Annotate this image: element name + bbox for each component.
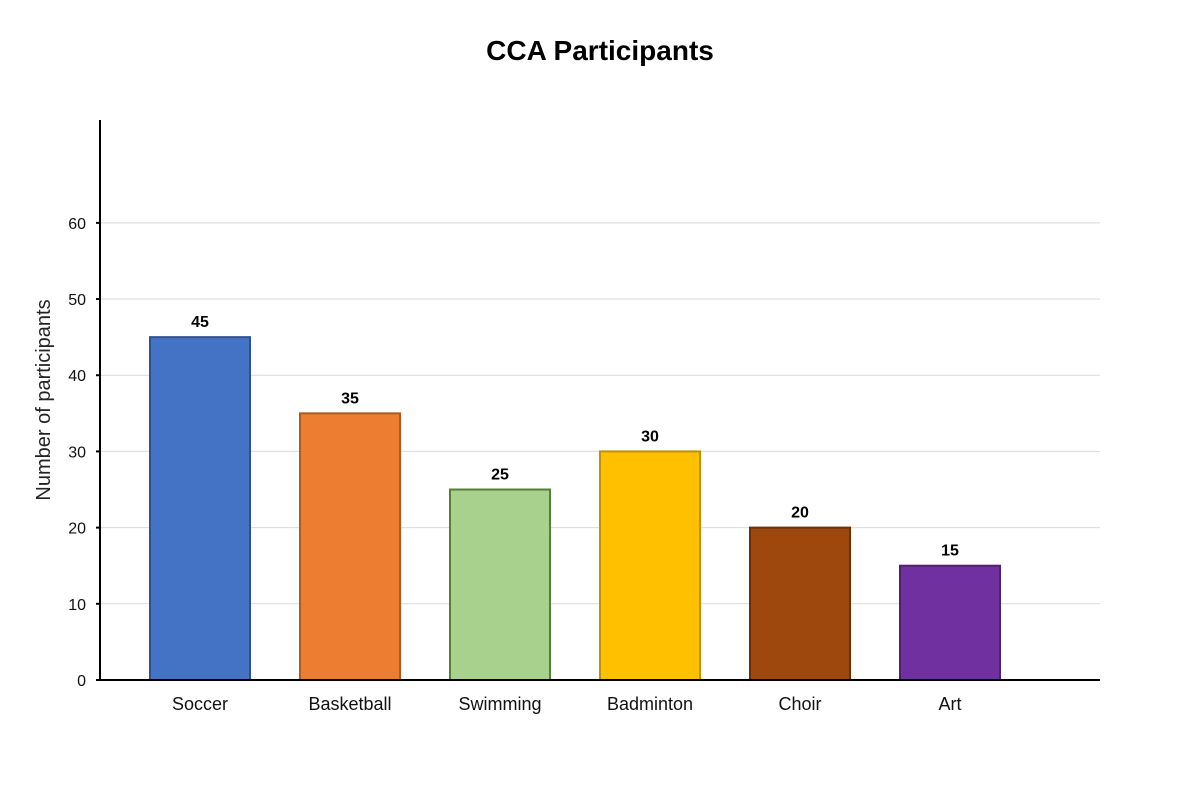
y-tick-label: 20 [68, 521, 86, 538]
value-label: 25 [491, 467, 509, 484]
bar-art [899, 564, 1001, 682]
value-label: 45 [191, 314, 209, 331]
y-axis-label: Number of participants [33, 299, 55, 500]
x-tick-label: Choir [778, 694, 821, 714]
x-tick-label: Swimming [458, 694, 541, 714]
bar-choir [749, 526, 851, 681]
value-label: 20 [791, 505, 809, 522]
labels: 45 Soccer 35 Basketball 25 Swimming 30 Badminto… [172, 314, 962, 714]
y-tick-label: 10 [68, 597, 86, 614]
bar-basketball [299, 412, 401, 681]
y-tick-label: 30 [68, 444, 86, 461]
y-ticks: 0 10 20 30 40 50 60 [68, 216, 100, 690]
chart-title: CCA Participants [486, 35, 714, 66]
axes [99, 120, 1100, 681]
bar-badminton [599, 450, 701, 681]
x-tick-label: Basketball [308, 694, 391, 714]
y-tick-label: 50 [68, 292, 86, 309]
y-tick-label: 60 [68, 216, 86, 233]
y-tick-label: 40 [68, 368, 86, 385]
value-label: 35 [341, 390, 359, 407]
value-label: 15 [941, 543, 959, 560]
value-label: 30 [641, 428, 659, 445]
y-tick-label: 0 [77, 673, 86, 690]
x-tick-label: Soccer [172, 694, 228, 714]
bar-soccer [149, 336, 251, 681]
bars [149, 336, 1001, 682]
bar-swimming [449, 488, 551, 681]
x-tick-label: Badminton [607, 694, 693, 714]
x-tick-label: Art [938, 694, 961, 714]
